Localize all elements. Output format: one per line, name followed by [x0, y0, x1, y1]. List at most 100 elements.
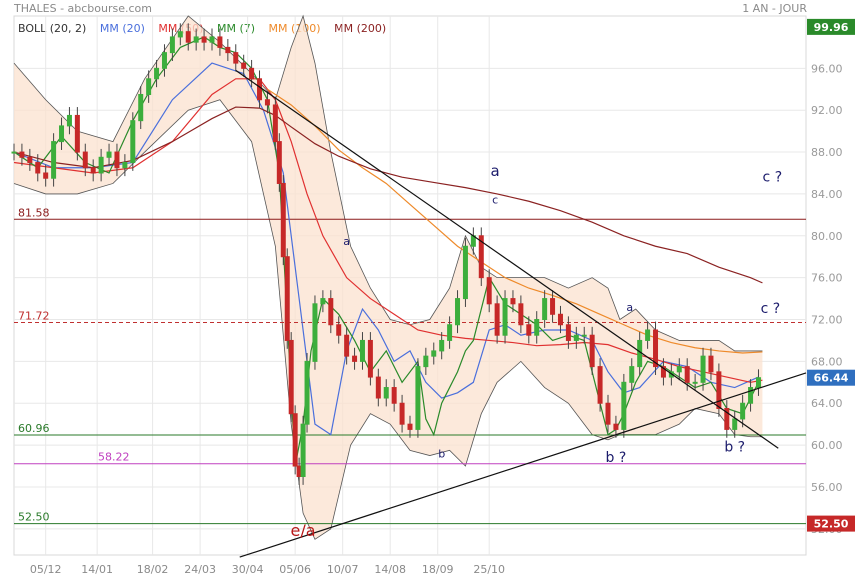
candle-body	[597, 366, 603, 404]
candle-body	[684, 366, 690, 383]
candle-body	[455, 298, 461, 326]
legend-mm7: MM (7)	[216, 22, 256, 35]
candle-body	[272, 104, 278, 143]
candle-body	[138, 93, 144, 122]
candle-body	[177, 31, 183, 38]
candle-body	[755, 377, 761, 389]
plot-frame	[13, 15, 807, 556]
candle-body	[510, 298, 516, 305]
candle-body	[292, 413, 298, 467]
x-tick-label: 14/08	[374, 563, 406, 576]
wave-label: b	[438, 448, 445, 461]
wave-label: c ?	[761, 301, 781, 317]
y-tick-label: 64.00	[811, 397, 843, 410]
candle-body	[494, 303, 500, 336]
candle-body	[431, 350, 437, 357]
trendline	[239, 372, 807, 558]
candle-body	[288, 339, 294, 415]
wave-label: a	[626, 301, 633, 314]
candle-body	[154, 67, 160, 80]
candle-body	[557, 313, 563, 326]
y-tick-label: 88.00	[811, 146, 843, 159]
level-label: 60.96	[18, 422, 50, 435]
trendlines	[235, 69, 807, 558]
candle-body	[249, 67, 255, 80]
candle-body	[209, 36, 215, 43]
candle-body	[573, 334, 579, 341]
ma-line	[267, 88, 763, 354]
wave-label: c	[492, 193, 498, 206]
candle-body	[106, 151, 112, 158]
candle-body	[312, 303, 318, 362]
y-tick-label: 68.00	[811, 355, 843, 368]
candle-body	[676, 366, 682, 373]
high-price-tag-bg	[807, 18, 855, 35]
wave-label: a	[491, 162, 500, 180]
candle-body	[486, 277, 492, 305]
candle-body	[660, 366, 666, 378]
bollinger-fill	[14, 16, 763, 540]
candle-body	[122, 162, 128, 169]
candle-body	[280, 182, 286, 258]
wave-label: e/a	[291, 521, 316, 540]
candle-body	[296, 465, 302, 478]
y-tick-label: 56.00	[811, 481, 843, 494]
candle-body	[241, 62, 247, 69]
wave-label: b ?	[724, 439, 745, 455]
period-label[interactable]: 1 AN - JOUR	[742, 2, 807, 15]
candle-body	[59, 125, 65, 143]
level-label: 58.22	[98, 451, 130, 464]
moving-averages	[13, 36, 763, 467]
candle-body	[542, 298, 548, 321]
candle-body	[344, 334, 350, 357]
candle-body	[621, 381, 627, 430]
candle-body	[352, 355, 358, 362]
low-price-tag-bg	[807, 515, 855, 532]
x-tick-label: 18/02	[137, 563, 169, 576]
candle-body	[518, 303, 524, 326]
candle-body	[415, 366, 421, 430]
candle-body	[502, 298, 508, 336]
candle-body	[589, 334, 595, 368]
wave-label: c ?	[763, 169, 783, 185]
high-price-tag: 99.96	[814, 21, 849, 34]
candle-body	[605, 402, 611, 425]
x-tick-label: 30/04	[232, 563, 264, 576]
candle-body	[320, 298, 326, 305]
y-tick-label: 84.00	[811, 188, 843, 201]
candle-body	[98, 156, 104, 174]
last-price-tag-bg	[807, 369, 855, 386]
candle-body	[478, 235, 484, 279]
candle-body	[732, 418, 738, 430]
low-price-tag: 52.50	[814, 518, 849, 531]
candle-body	[375, 376, 381, 399]
price-candles	[11, 23, 761, 485]
candle-body	[74, 114, 80, 153]
candle-body	[550, 298, 556, 315]
candle-body	[740, 402, 746, 420]
candle-body	[708, 355, 714, 373]
bollinger-band	[13, 14, 763, 540]
y-tick-label: 76.00	[811, 272, 843, 285]
candle-body	[526, 324, 532, 336]
candle-body	[447, 324, 453, 341]
candle-body	[185, 31, 191, 43]
candle-body	[264, 99, 270, 106]
candle-body	[645, 329, 651, 341]
ma-line	[13, 106, 763, 284]
candle-body	[700, 355, 706, 383]
candle-body	[407, 423, 413, 430]
chart-title: THALES - abcbourse.com	[14, 2, 153, 15]
legend-mm20: MM (20)	[99, 22, 145, 35]
wave-label: b ?	[606, 450, 627, 466]
ma-line	[13, 36, 760, 467]
candle-body	[383, 387, 389, 399]
candle-body	[114, 151, 120, 169]
candle-body	[724, 407, 730, 430]
candle-body	[284, 256, 290, 341]
candle-body	[637, 339, 643, 368]
candle-body	[336, 324, 342, 336]
candle-body	[391, 387, 397, 404]
